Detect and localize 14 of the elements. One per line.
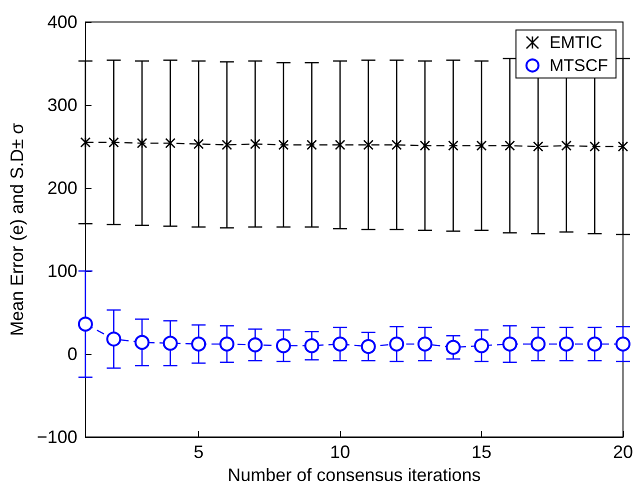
y-tick-label: 300	[47, 95, 78, 115]
y-tick-label: 0	[67, 344, 78, 364]
x-tick-label: 20	[612, 442, 634, 462]
legend-label: EMTIC	[549, 33, 602, 52]
x-tick-label: 5	[194, 442, 204, 462]
x-tick-label: 15	[472, 442, 492, 462]
y-tick-label: 100	[47, 261, 78, 281]
y-tick-label: 200	[47, 178, 78, 198]
legend-label: MTSCF	[549, 56, 608, 75]
x-tick-label: 10	[330, 442, 350, 462]
y-axis-title: Mean Error (e) and S.D± σ	[7, 122, 27, 336]
y-tick-label: 400	[47, 12, 78, 32]
x-axis-title: Number of consensus iterations	[228, 464, 481, 485]
y-tick-label: −100	[36, 427, 78, 447]
